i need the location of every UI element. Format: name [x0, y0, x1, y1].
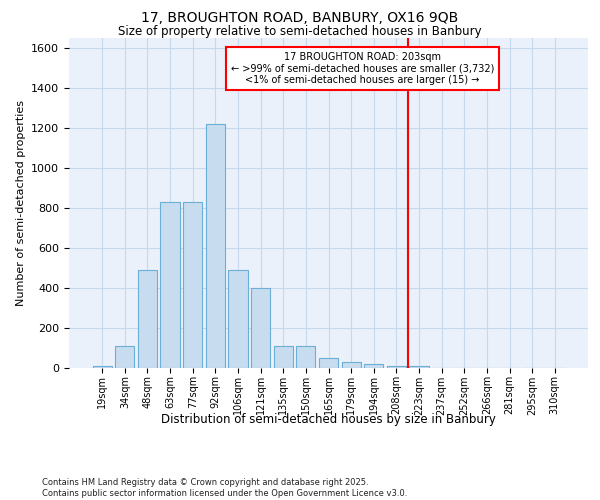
Bar — [296, 346, 316, 368]
Bar — [115, 346, 134, 368]
Text: 17, BROUGHTON ROAD, BANBURY, OX16 9QB: 17, BROUGHTON ROAD, BANBURY, OX16 9QB — [142, 11, 458, 25]
Bar — [138, 270, 157, 368]
Bar — [364, 364, 383, 368]
Bar — [251, 288, 270, 368]
Bar — [206, 124, 225, 368]
Bar — [229, 270, 248, 368]
Bar — [409, 366, 428, 368]
Text: Contains HM Land Registry data © Crown copyright and database right 2025.
Contai: Contains HM Land Registry data © Crown c… — [42, 478, 407, 498]
Bar — [319, 358, 338, 368]
Text: 17 BROUGHTON ROAD: 203sqm
← >99% of semi-detached houses are smaller (3,732)
<1%: 17 BROUGHTON ROAD: 203sqm ← >99% of semi… — [231, 52, 494, 84]
Bar — [387, 366, 406, 368]
Bar — [160, 202, 180, 368]
Bar — [183, 202, 202, 368]
Bar — [92, 366, 112, 368]
Bar — [274, 346, 293, 368]
Text: Distribution of semi-detached houses by size in Banbury: Distribution of semi-detached houses by … — [161, 412, 496, 426]
Bar — [341, 362, 361, 368]
Text: Size of property relative to semi-detached houses in Banbury: Size of property relative to semi-detach… — [118, 25, 482, 38]
Y-axis label: Number of semi-detached properties: Number of semi-detached properties — [16, 100, 26, 306]
